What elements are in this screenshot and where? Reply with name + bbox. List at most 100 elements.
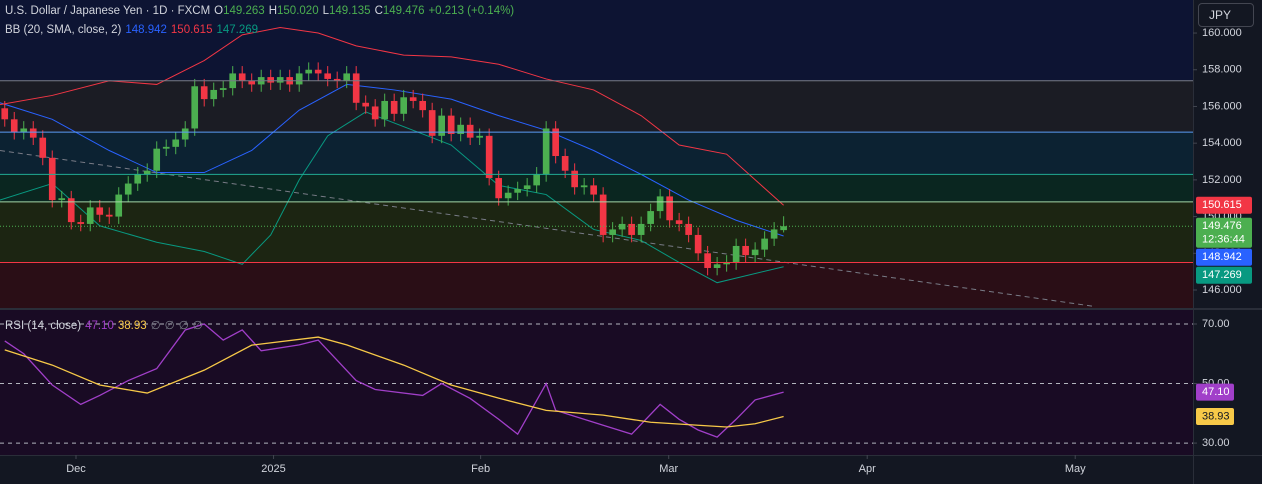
candle-body: [599, 194, 607, 235]
candle-body: [305, 69, 313, 74]
x-tick-label: Mar: [659, 463, 678, 475]
quote-value: 150.020: [277, 5, 319, 17]
indicator-value: 150.615: [170, 24, 213, 36]
candle-body: [1, 108, 9, 120]
candle-body: [153, 148, 161, 171]
candle-body: [552, 128, 559, 157]
price-badge: [1196, 196, 1252, 214]
candle-body: [162, 146, 170, 149]
y-tick-label: 152.000: [1202, 174, 1242, 186]
placeholder: ∅: [164, 320, 175, 332]
bb-legend: BB (20, SMA, close, 2) 148.942 150.615 147.…: [5, 24, 262, 36]
x-tick-label: Feb: [471, 463, 490, 475]
rsi-line: [4, 336, 784, 428]
placeholder: ∅: [150, 320, 161, 332]
candle-body: [675, 220, 683, 224]
candle-body: [580, 185, 588, 188]
band-line: [0, 83, 784, 237]
y-tick-label: 70.00: [1202, 318, 1230, 330]
quote-value: 149.263: [223, 5, 265, 17]
candle-body: [571, 170, 578, 188]
indicator-label: BB (20, SMA, close, 2): [5, 24, 122, 36]
y-tick-label: 154.000: [1202, 137, 1242, 149]
y-tick-label: 146.000: [1202, 284, 1242, 296]
candle-body: [723, 262, 730, 265]
placeholder: ∅: [192, 320, 203, 332]
candle-body: [647, 211, 654, 224]
quote-value: 149.135: [329, 5, 371, 17]
price-badge: [1196, 217, 1252, 248]
price-badge-label: 150.615: [1202, 199, 1242, 211]
candle-body: [732, 245, 740, 263]
candle-body: [628, 223, 635, 235]
rsi-badge: [1196, 408, 1234, 426]
candle-body: [267, 77, 275, 83]
candle-body: [780, 226, 787, 231]
candle-body: [609, 229, 616, 235]
quote-value: 149.476: [382, 5, 425, 17]
candle-body: [618, 223, 626, 230]
rsi-line: [4, 323, 784, 438]
placeholder: ∅: [178, 320, 189, 332]
y-tick-label: 158.000: [1202, 64, 1242, 76]
candle-body: [514, 189, 521, 193]
candle-body: [134, 174, 142, 184]
y-tick-label: 30.00: [1202, 437, 1230, 449]
indicator-value: 47.10: [85, 320, 114, 332]
candle-body: [86, 207, 94, 224]
quote-change: +0.213 (+0.14%): [428, 5, 515, 17]
candle-body: [200, 86, 208, 100]
candle-body: [333, 78, 341, 81]
candle-body: [390, 100, 398, 114]
candle-body: [67, 198, 75, 223]
candle-body: [400, 97, 408, 114]
candle-body: [324, 73, 332, 79]
candle-body: [561, 156, 569, 171]
price-badge-label: 149.476: [1202, 220, 1242, 232]
candle-body: [77, 222, 85, 224]
candle-body: [742, 245, 749, 256]
candle-body: [96, 207, 104, 215]
quote-key: H: [268, 5, 278, 17]
candle-body: [20, 128, 28, 133]
candle-body: [438, 115, 446, 136]
candle-body: [504, 192, 512, 199]
candle-body: [10, 119, 18, 133]
price-pane: [0, 0, 1193, 308]
candle-body: [533, 174, 540, 186]
candle-body: [181, 128, 189, 140]
candle-body: [39, 137, 47, 158]
price-badge: [1196, 266, 1252, 284]
candle-body: [295, 73, 303, 85]
candle-body: [704, 253, 711, 268]
candle-body: [637, 223, 645, 235]
candle-body: [457, 124, 464, 134]
indicator-label: RSI (14, close): [5, 320, 82, 332]
indicator-value: 38.93: [117, 320, 147, 332]
quote-legend: U.S. Dollar / Japanese Yen · 1D · FXCM O1…: [5, 5, 518, 17]
price-badge: [1196, 248, 1252, 266]
candle-body: [172, 139, 180, 147]
candle-body: [58, 198, 66, 201]
zone: [0, 80, 1193, 133]
candle-body: [523, 185, 531, 190]
zone: [0, 132, 1193, 175]
band-line: [0, 27, 784, 206]
candle-body: [495, 178, 502, 199]
candle-body: [371, 106, 379, 120]
candle-body: [409, 97, 417, 101]
candle-body: [770, 229, 778, 239]
candle-body: [105, 214, 113, 217]
quote-key: C: [374, 5, 383, 17]
candle-body: [48, 157, 56, 201]
candle-body: [29, 128, 37, 138]
candle-body: [542, 128, 550, 175]
candle-body: [219, 88, 227, 90]
rsi-legend: RSI (14, close) 47.10 38.93 ∅ ∅ ∅ ∅: [5, 318, 207, 332]
x-tick-label: 2025: [261, 463, 285, 475]
currency-button[interactable]: JPY: [1198, 3, 1254, 27]
candle-body: [362, 102, 370, 107]
candle-body: [466, 124, 474, 138]
candle-body: [685, 223, 692, 235]
